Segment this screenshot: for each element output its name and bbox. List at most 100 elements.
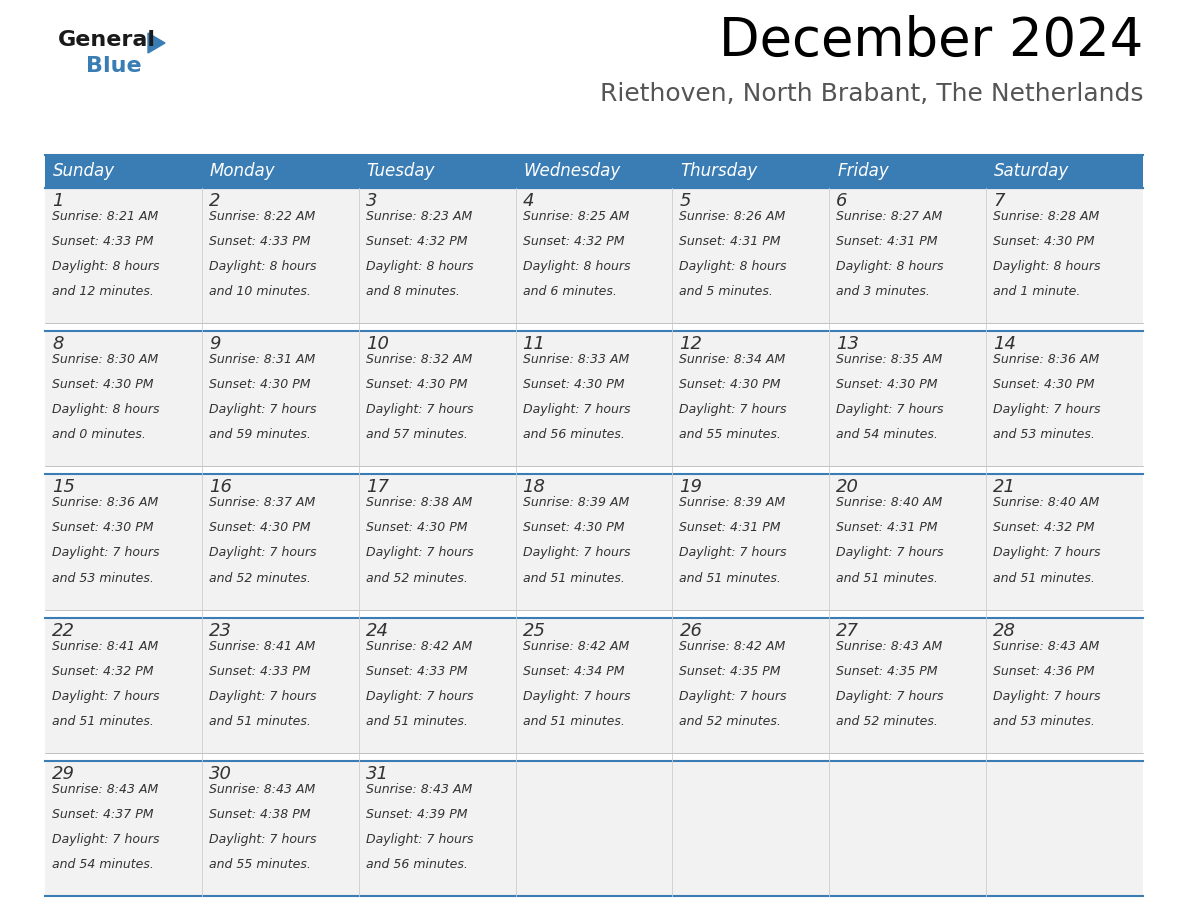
- Text: Sunset: 4:31 PM: Sunset: 4:31 PM: [680, 521, 781, 534]
- Bar: [45, 475, 202, 610]
- Text: Daylight: 8 hours: Daylight: 8 hours: [52, 260, 159, 273]
- Text: 22: 22: [52, 621, 75, 640]
- Text: Sunrise: 8:40 AM: Sunrise: 8:40 AM: [993, 497, 1099, 509]
- Bar: [672, 331, 829, 466]
- Text: and 52 minutes.: and 52 minutes.: [836, 715, 939, 728]
- Text: 1: 1: [52, 192, 63, 210]
- Text: Sunset: 4:30 PM: Sunset: 4:30 PM: [366, 521, 467, 534]
- Text: Sunrise: 8:39 AM: Sunrise: 8:39 AM: [523, 497, 628, 509]
- Bar: [829, 475, 986, 610]
- Bar: [516, 155, 672, 188]
- Text: and 54 minutes.: and 54 minutes.: [836, 429, 939, 442]
- Text: Sunset: 4:30 PM: Sunset: 4:30 PM: [366, 378, 467, 391]
- Text: Sunrise: 8:30 AM: Sunrise: 8:30 AM: [52, 353, 158, 366]
- Text: and 52 minutes.: and 52 minutes.: [209, 572, 311, 585]
- Text: Daylight: 8 hours: Daylight: 8 hours: [523, 260, 630, 273]
- Text: Sunrise: 8:28 AM: Sunrise: 8:28 AM: [993, 210, 1099, 223]
- Text: Daylight: 7 hours: Daylight: 7 hours: [993, 689, 1100, 702]
- Bar: [516, 761, 672, 896]
- Text: Daylight: 7 hours: Daylight: 7 hours: [366, 689, 473, 702]
- Text: and 57 minutes.: and 57 minutes.: [366, 429, 468, 442]
- Text: 20: 20: [836, 478, 859, 497]
- Text: Sunset: 4:37 PM: Sunset: 4:37 PM: [52, 808, 153, 821]
- Text: 15: 15: [52, 478, 75, 497]
- Text: Daylight: 7 hours: Daylight: 7 hours: [993, 403, 1100, 416]
- Text: Sunrise: 8:40 AM: Sunrise: 8:40 AM: [836, 497, 942, 509]
- Text: Daylight: 7 hours: Daylight: 7 hours: [836, 689, 943, 702]
- Text: 25: 25: [523, 621, 545, 640]
- Text: Thursday: Thursday: [681, 162, 758, 181]
- Text: Sunset: 4:30 PM: Sunset: 4:30 PM: [52, 378, 153, 391]
- Bar: [672, 761, 829, 896]
- Text: 17: 17: [366, 478, 388, 497]
- Text: Blue: Blue: [86, 56, 141, 76]
- Text: 30: 30: [209, 765, 232, 783]
- Bar: [359, 188, 516, 323]
- Text: Sunset: 4:33 PM: Sunset: 4:33 PM: [52, 235, 153, 248]
- Bar: [359, 155, 516, 188]
- Text: and 51 minutes.: and 51 minutes.: [523, 572, 625, 585]
- Text: Friday: Friday: [838, 162, 889, 181]
- Bar: [672, 475, 829, 610]
- Text: Sunrise: 8:37 AM: Sunrise: 8:37 AM: [209, 497, 315, 509]
- Text: Sunset: 4:30 PM: Sunset: 4:30 PM: [523, 521, 624, 534]
- Bar: [829, 761, 986, 896]
- Text: and 51 minutes.: and 51 minutes.: [523, 715, 625, 728]
- Text: Daylight: 7 hours: Daylight: 7 hours: [366, 833, 473, 845]
- Bar: [359, 761, 516, 896]
- Text: and 0 minutes.: and 0 minutes.: [52, 429, 146, 442]
- Text: Sunrise: 8:41 AM: Sunrise: 8:41 AM: [209, 640, 315, 653]
- Bar: [359, 618, 516, 753]
- Text: Daylight: 7 hours: Daylight: 7 hours: [209, 546, 316, 559]
- Text: Sunset: 4:35 PM: Sunset: 4:35 PM: [836, 665, 937, 677]
- Text: Sunset: 4:34 PM: Sunset: 4:34 PM: [523, 665, 624, 677]
- Bar: [986, 188, 1143, 323]
- Text: Sunset: 4:31 PM: Sunset: 4:31 PM: [836, 235, 937, 248]
- Text: Daylight: 7 hours: Daylight: 7 hours: [836, 403, 943, 416]
- Text: Sunset: 4:30 PM: Sunset: 4:30 PM: [52, 521, 153, 534]
- Text: and 5 minutes.: and 5 minutes.: [680, 285, 773, 298]
- Text: and 55 minutes.: and 55 minutes.: [680, 429, 782, 442]
- Text: Sunset: 4:33 PM: Sunset: 4:33 PM: [366, 665, 467, 677]
- Text: Daylight: 7 hours: Daylight: 7 hours: [523, 546, 630, 559]
- Text: Sunset: 4:32 PM: Sunset: 4:32 PM: [52, 665, 153, 677]
- Text: and 54 minutes.: and 54 minutes.: [52, 858, 154, 871]
- Bar: [45, 188, 202, 323]
- Text: Sunrise: 8:38 AM: Sunrise: 8:38 AM: [366, 497, 472, 509]
- Text: Sunrise: 8:22 AM: Sunrise: 8:22 AM: [209, 210, 315, 223]
- Text: Tuesday: Tuesday: [367, 162, 435, 181]
- Text: Sunset: 4:32 PM: Sunset: 4:32 PM: [993, 521, 1094, 534]
- Text: and 6 minutes.: and 6 minutes.: [523, 285, 617, 298]
- Text: Sunset: 4:30 PM: Sunset: 4:30 PM: [680, 378, 781, 391]
- Bar: [986, 331, 1143, 466]
- Text: December 2024: December 2024: [719, 15, 1143, 67]
- Text: Sunset: 4:30 PM: Sunset: 4:30 PM: [209, 521, 310, 534]
- Text: Daylight: 7 hours: Daylight: 7 hours: [366, 403, 473, 416]
- Text: Riethoven, North Brabant, The Netherlands: Riethoven, North Brabant, The Netherland…: [600, 82, 1143, 106]
- Text: Daylight: 7 hours: Daylight: 7 hours: [836, 546, 943, 559]
- Text: 14: 14: [993, 335, 1016, 353]
- Text: 23: 23: [209, 621, 232, 640]
- Text: and 10 minutes.: and 10 minutes.: [209, 285, 311, 298]
- Bar: [202, 331, 359, 466]
- Text: and 55 minutes.: and 55 minutes.: [209, 858, 311, 871]
- Text: Daylight: 7 hours: Daylight: 7 hours: [523, 403, 630, 416]
- Text: 10: 10: [366, 335, 388, 353]
- Text: 11: 11: [523, 335, 545, 353]
- Bar: [45, 618, 202, 753]
- Bar: [202, 475, 359, 610]
- Text: Daylight: 7 hours: Daylight: 7 hours: [52, 546, 159, 559]
- Text: 9: 9: [209, 335, 220, 353]
- Text: 21: 21: [993, 478, 1016, 497]
- Text: Sunset: 4:31 PM: Sunset: 4:31 PM: [836, 521, 937, 534]
- Bar: [986, 155, 1143, 188]
- Text: and 51 minutes.: and 51 minutes.: [836, 572, 939, 585]
- Text: 28: 28: [993, 621, 1016, 640]
- Text: and 56 minutes.: and 56 minutes.: [366, 858, 468, 871]
- Text: 26: 26: [680, 621, 702, 640]
- Text: Sunset: 4:30 PM: Sunset: 4:30 PM: [836, 378, 937, 391]
- Text: Sunrise: 8:42 AM: Sunrise: 8:42 AM: [680, 640, 785, 653]
- Text: and 51 minutes.: and 51 minutes.: [680, 572, 782, 585]
- Text: Sunrise: 8:27 AM: Sunrise: 8:27 AM: [836, 210, 942, 223]
- Text: Daylight: 7 hours: Daylight: 7 hours: [523, 689, 630, 702]
